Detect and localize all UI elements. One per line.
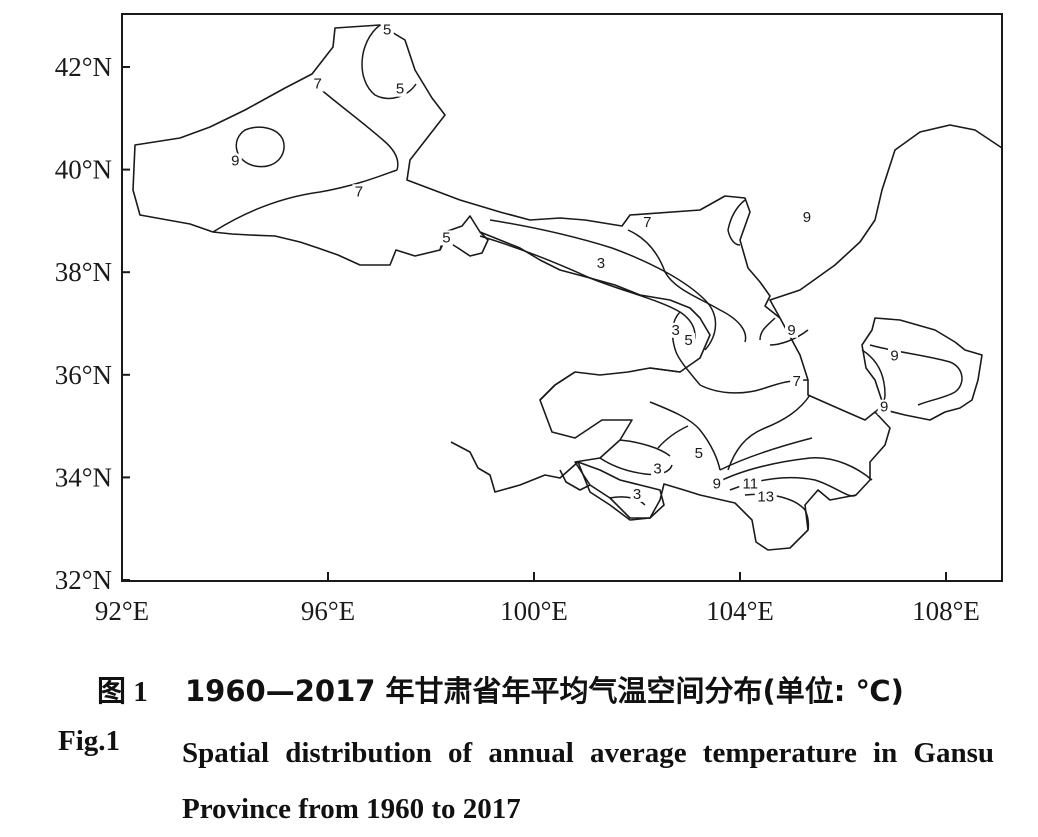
isotherm-label: 7 (643, 214, 651, 231)
figure-number-zh: 图 1 (97, 676, 148, 708)
isotherm-label: 13 (757, 488, 774, 505)
x-tick-label: 108°E (912, 596, 980, 626)
isotherm-label-bg (630, 486, 644, 502)
isotherm-label-bg (311, 76, 325, 92)
x-tick-label: 96°E (301, 596, 355, 626)
map-frame (121, 13, 1003, 582)
x-tick-label: 92°E (95, 596, 149, 626)
axis-ticks: 92°E 96°E 100°E 104°E 108°E 32°N 34°N 36°N 38°N 4… (55, 52, 980, 626)
isotherm-lines (212, 24, 963, 531)
caption-text-zh: 1960—2017 年甘肃省年平均气温空间分布(单位: ℃) (185, 674, 904, 708)
y-tick-label: 34°N (55, 462, 112, 492)
figure-number-en: Fig.1 (58, 725, 121, 757)
isotherm-label-bg (594, 256, 608, 272)
x-tick-label: 104°E (706, 596, 774, 626)
isotherm-label-bg (888, 348, 901, 364)
isotherm-label-bg (754, 489, 777, 505)
isotherm-label: 9 (880, 399, 888, 416)
isotherm-label: 3 (597, 255, 605, 272)
y-tick-label: 38°N (55, 257, 112, 287)
isotherm-label: 9 (890, 347, 898, 364)
isotherm-label: 9 (787, 322, 795, 339)
isotherm-label: 9 (231, 152, 239, 169)
isotherm-label-bg (877, 399, 891, 415)
isotherm-label: 3 (653, 460, 661, 477)
isotherm-label-bg (393, 81, 407, 97)
isotherm-label: 9 (713, 476, 721, 493)
isotherm-label-bg (640, 215, 654, 231)
isotherm-label-bg (800, 209, 814, 225)
isotherm-label-bg (692, 445, 706, 461)
isotherm-label-bg (790, 374, 804, 390)
y-tick-label: 32°N (55, 565, 112, 595)
isotherm-label: 3 (671, 322, 679, 339)
isotherm-label-bg (380, 22, 394, 38)
y-tick-label: 40°N (55, 155, 112, 185)
y-tick-label: 42°N (55, 52, 112, 82)
isotherm-label: 5 (396, 81, 404, 98)
isotherm-label-bg (710, 476, 724, 492)
isotherm-label: 3 (633, 486, 641, 503)
caption-text-en: Spatial distribution of annual average t… (182, 737, 994, 825)
isotherm-label-bg (669, 322, 683, 338)
isotherm-label: 5 (684, 332, 692, 349)
isotherm-label: 11 (743, 476, 759, 493)
isotherm-label-bg (785, 322, 798, 338)
isotherm-label: 5 (442, 229, 450, 246)
isotherm-label-bg (439, 230, 453, 246)
isotherm-label-bg (228, 153, 242, 169)
isotherm-label-bg (739, 476, 762, 492)
isotherm-label: 5 (383, 22, 391, 39)
temperature-map: 92°E 96°E 100°E 104°E 108°E 32°N 34°N 36°N 38°N 4… (55, 13, 1003, 626)
isotherm-label: 7 (314, 76, 322, 93)
isotherm-label: 9 (803, 209, 811, 226)
x-tick-label: 100°E (500, 596, 568, 626)
isotherm-label: 7 (355, 183, 363, 200)
y-tick-label: 36°N (55, 360, 112, 390)
isotherm-label: 5 (695, 445, 703, 462)
province-boundary (132, 24, 1003, 551)
isotherm-label: 7 (792, 373, 800, 390)
isotherm-label-bg (651, 461, 665, 477)
isotherm-label-bg (352, 184, 366, 200)
isotherm-label-bg (682, 333, 695, 349)
